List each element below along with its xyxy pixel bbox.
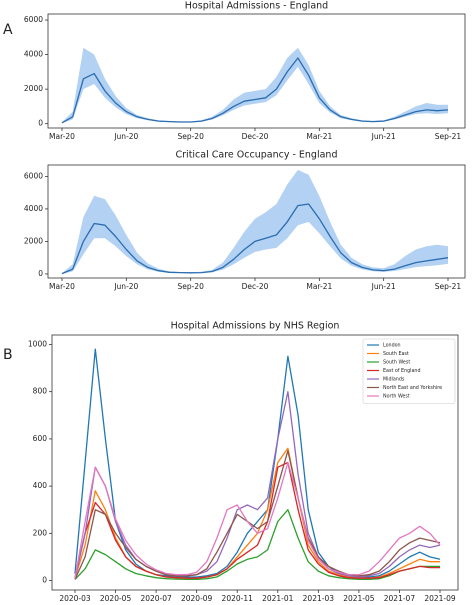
legend-label: South West <box>383 360 410 366</box>
x-tick-label: Sep-21 <box>435 282 462 291</box>
x-tick-label: 2021-07 <box>384 594 416 603</box>
y-tick-label: 400 <box>33 481 48 490</box>
x-tick-label: Mar-20 <box>49 282 75 291</box>
series-line <box>74 509 440 581</box>
y-tick-label: 2000 <box>24 84 43 93</box>
legend-box <box>362 338 456 404</box>
x-tick-label: 2020-03 <box>59 594 91 603</box>
chart-title: Critical Care Occupancy - England <box>176 150 338 161</box>
plot-frame <box>47 164 466 279</box>
y-tick-label: 1000 <box>28 339 47 348</box>
y-tick-label: 6000 <box>24 15 43 24</box>
y-tick-label: 800 <box>33 387 48 396</box>
series-line <box>74 348 441 578</box>
x-tick-label: 2020-09 <box>181 594 213 603</box>
series-line <box>61 57 449 124</box>
x-tick-label: Jun-21 <box>371 282 396 291</box>
x-tick-label: Mar-20 <box>49 132 75 141</box>
x-tick-label: Dec-20 <box>242 132 269 141</box>
panel-label: A <box>3 22 13 38</box>
legend-label: North West <box>383 394 410 400</box>
series-line <box>61 203 449 275</box>
x-tick-label: 2020-07 <box>140 594 172 603</box>
panel-label: B <box>3 347 13 363</box>
y-tick-label: 0 <box>38 119 43 128</box>
y-tick-label: 0 <box>42 576 47 585</box>
x-tick-label: 2021-03 <box>303 594 335 603</box>
x-tick-label: Sep-20 <box>177 282 204 291</box>
x-tick-label: 2020-05 <box>100 594 132 603</box>
y-tick-label: 4000 <box>24 204 43 213</box>
x-tick-label: Mar-21 <box>306 282 332 291</box>
y-tick-label: 2000 <box>24 236 43 245</box>
y-tick-label: 4000 <box>24 50 43 59</box>
x-tick-label: Sep-20 <box>177 132 204 141</box>
legend-label: London <box>383 343 401 349</box>
x-tick-label: Dec-20 <box>242 282 269 291</box>
chart-title: Hospital Admissions - England <box>185 1 328 12</box>
y-tick-label: 6000 <box>24 171 43 180</box>
x-tick-label: Jun-21 <box>371 132 396 141</box>
confidence-band <box>62 169 448 274</box>
y-tick-label: 0 <box>38 269 43 278</box>
legend-label: South East <box>383 351 409 357</box>
series-line <box>74 461 441 579</box>
legend-label: North East and Yorkshire <box>383 385 442 391</box>
confidence-band <box>62 47 448 124</box>
y-tick-label: 200 <box>33 528 48 537</box>
plot-frame <box>51 334 459 591</box>
series-line <box>74 450 441 580</box>
x-tick-label: Jun-20 <box>113 132 138 141</box>
legend-label: Midlands <box>383 377 405 383</box>
x-tick-label: Mar-21 <box>306 132 332 141</box>
x-tick-label: 2021-09 <box>424 594 456 603</box>
legend-label: East of England <box>383 368 421 374</box>
chart-title: Hospital Admissions by NHS Region <box>171 321 340 332</box>
y-tick-label: 600 <box>33 434 48 443</box>
plot-frame <box>47 13 466 129</box>
x-tick-label: 2021-01 <box>262 594 294 603</box>
x-tick-label: 2021-05 <box>343 594 375 603</box>
x-tick-label: Sep-21 <box>435 132 462 141</box>
x-tick-label: 2020-11 <box>222 594 254 603</box>
series-line <box>74 461 440 579</box>
x-tick-label: Jun-20 <box>113 282 138 291</box>
